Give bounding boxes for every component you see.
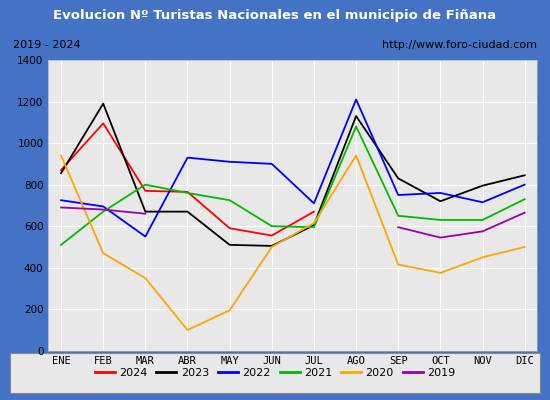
2021 <box>58 242 64 247</box>
Text: 2019 - 2024: 2019 - 2024 <box>13 40 80 50</box>
2024 <box>100 121 107 126</box>
2023 <box>227 242 233 247</box>
Line: 2022: 2022 <box>61 100 525 236</box>
2020 <box>521 244 528 249</box>
2022 <box>437 190 444 195</box>
Line: 2019: 2019 <box>61 208 145 214</box>
2021 <box>311 225 317 230</box>
2023 <box>100 101 107 106</box>
2021 <box>142 182 148 187</box>
Line: 2024: 2024 <box>61 123 314 236</box>
2022 <box>142 234 148 239</box>
2020 <box>227 308 233 313</box>
Text: http://www.foro-ciudad.com: http://www.foro-ciudad.com <box>382 40 537 50</box>
2019 <box>100 207 107 212</box>
2023 <box>184 209 191 214</box>
2021 <box>395 213 402 218</box>
2022 <box>268 162 275 166</box>
2020 <box>58 153 64 158</box>
2023 <box>268 244 275 248</box>
Legend: 2024, 2023, 2022, 2021, 2020, 2019: 2024, 2023, 2022, 2021, 2020, 2019 <box>90 363 460 382</box>
2022 <box>311 201 317 206</box>
2021 <box>227 198 233 203</box>
2023 <box>58 171 64 176</box>
2022 <box>479 200 486 205</box>
2022 <box>521 182 528 187</box>
2022 <box>395 193 402 198</box>
2022 <box>353 97 359 102</box>
2023 <box>142 209 148 214</box>
2020 <box>311 221 317 226</box>
Line: 2020: 2020 <box>61 156 525 330</box>
2024 <box>227 226 233 231</box>
2020 <box>395 262 402 267</box>
2023 <box>395 176 402 181</box>
2023 <box>437 199 444 204</box>
2020 <box>142 276 148 280</box>
2020 <box>479 255 486 260</box>
Text: Evolucion Nº Turistas Nacionales en el municipio de Fiñana: Evolucion Nº Turistas Nacionales en el m… <box>53 8 497 22</box>
2020 <box>100 251 107 256</box>
2019 <box>58 205 64 210</box>
2021 <box>353 124 359 129</box>
2021 <box>268 224 275 228</box>
2023 <box>479 183 486 188</box>
2020 <box>268 244 275 249</box>
2020 <box>437 270 444 275</box>
2022 <box>58 198 64 203</box>
2021 <box>100 209 107 214</box>
Line: 2021: 2021 <box>61 126 525 245</box>
2024 <box>58 168 64 172</box>
2023 <box>353 114 359 118</box>
Line: 2023: 2023 <box>61 104 525 246</box>
2022 <box>100 204 107 209</box>
2021 <box>479 218 486 222</box>
2024 <box>311 209 317 214</box>
2021 <box>184 190 191 195</box>
2023 <box>311 223 317 228</box>
2021 <box>521 197 528 202</box>
2022 <box>227 159 233 164</box>
2022 <box>184 155 191 160</box>
2024 <box>142 188 148 193</box>
2019 <box>142 211 148 216</box>
2020 <box>184 328 191 332</box>
2024 <box>268 233 275 238</box>
2021 <box>437 218 444 222</box>
2024 <box>184 190 191 194</box>
2020 <box>353 153 359 158</box>
2023 <box>521 173 528 178</box>
